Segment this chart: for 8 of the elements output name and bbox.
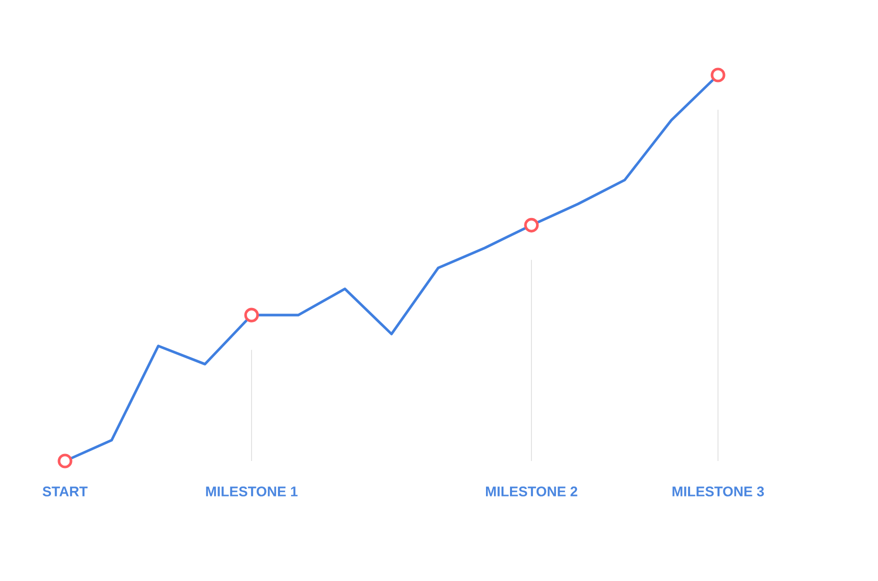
x-tick-label: START	[42, 486, 88, 496]
point	[244, 308, 259, 322]
point	[524, 218, 539, 232]
x-tick-label: MILESTONE 1	[206, 486, 298, 496]
point	[710, 68, 726, 82]
point	[58, 454, 72, 468]
x-tick-label: MILESTONE 2	[486, 486, 578, 496]
x-tick-label: MILESTONE 3	[672, 486, 764, 496]
